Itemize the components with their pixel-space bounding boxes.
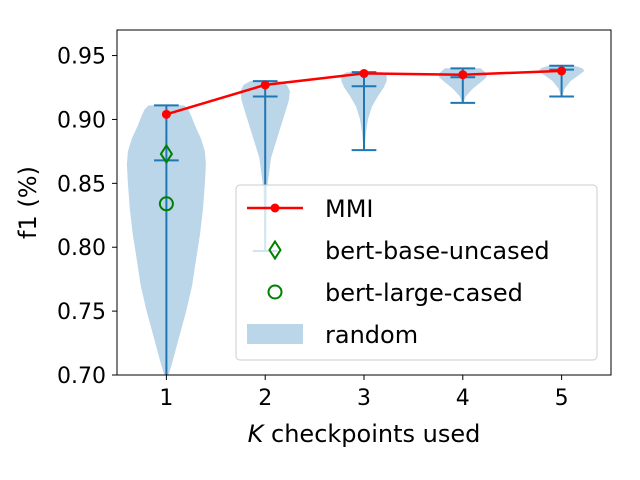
- x-axis-label-rest: checkpoints used: [263, 420, 480, 448]
- mmi-point-3: [359, 68, 369, 78]
- x-tick-label-4: 4: [456, 386, 470, 411]
- legend-handle-mmi-dot: [270, 203, 280, 213]
- x-tick-label-1: 1: [159, 386, 173, 411]
- legend-handle-bert-base: [268, 239, 282, 261]
- x-axis-label: K checkpoints used: [248, 420, 481, 448]
- legend-label-0: MMI: [325, 195, 374, 223]
- x-tick-label-3: 3: [357, 386, 371, 411]
- y-tick-label-0: 0.70: [57, 364, 106, 389]
- mmi-point-4: [458, 70, 468, 80]
- bert-large-point-1: [158, 196, 174, 212]
- legend-handle-bert-large: [267, 284, 283, 300]
- legend: MMI bert-base-uncased bert-large-cased rand…: [235, 184, 598, 361]
- legend-label-3: random: [325, 321, 418, 349]
- marker-layer: [158, 143, 174, 212]
- legend-label-1: bert-base-uncased: [325, 237, 550, 265]
- y-tick-label-2: 0.80: [57, 236, 106, 261]
- y-tick-label-5: 0.95: [57, 45, 106, 70]
- x-tick-label-5: 5: [555, 386, 569, 411]
- legend-handle-random: [247, 324, 303, 344]
- mmi-layer: [161, 66, 567, 119]
- legend-box: [235, 184, 598, 361]
- legend-label-2: bert-large-cased: [325, 279, 523, 307]
- x-axis-ticks: 1 2 3 4 5: [159, 375, 569, 411]
- bert-base-point-1: [159, 143, 174, 165]
- y-axis-ticks: 0.70 0.75 0.80 0.85 0.90 0.95: [57, 45, 117, 389]
- y-axis-label: f1 (%): [14, 166, 42, 239]
- violin-layer: [126, 64, 585, 375]
- x-axis-label-italic: K: [248, 420, 266, 448]
- y-tick-label-3: 0.85: [57, 172, 106, 197]
- y-tick-label-1: 0.75: [57, 300, 106, 325]
- mmi-point-2: [260, 80, 270, 90]
- mmi-point-1: [161, 109, 171, 119]
- y-tick-label-4: 0.90: [57, 108, 106, 133]
- x-tick-label-2: 2: [258, 386, 272, 411]
- mmi-point-5: [557, 66, 567, 76]
